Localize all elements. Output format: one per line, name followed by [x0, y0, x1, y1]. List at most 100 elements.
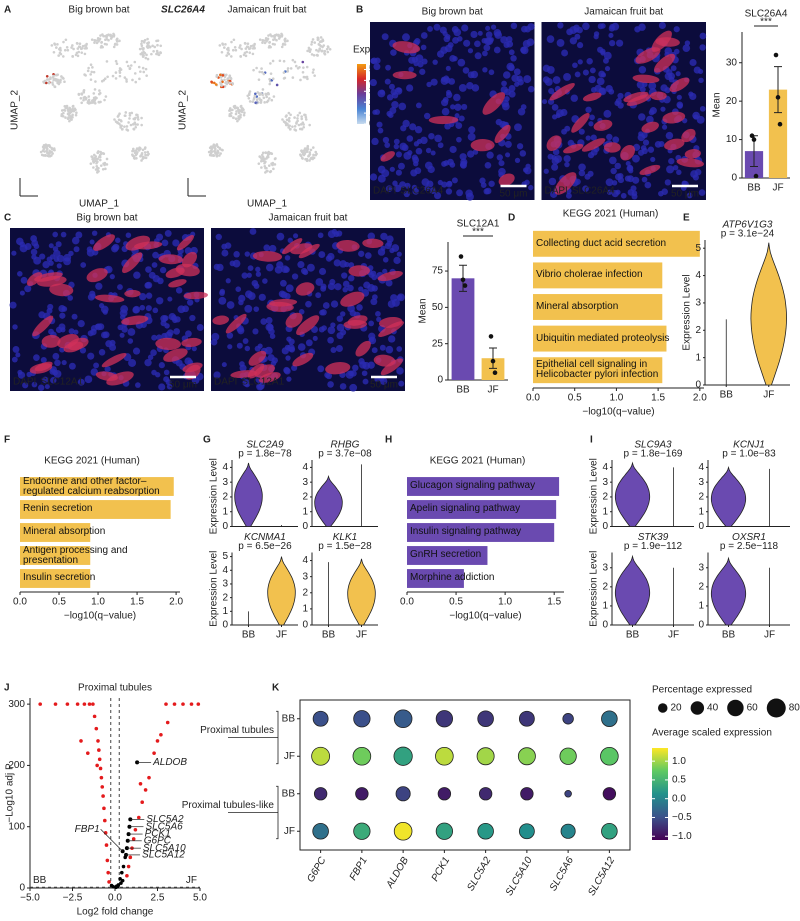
nucleus [638, 65, 647, 74]
stained-cell [348, 265, 370, 277]
nucleus [666, 165, 675, 174]
gene-title: KCNJ1 [733, 440, 765, 451]
scale-label: 50 μm [500, 189, 528, 200]
nucleus [557, 22, 564, 29]
point-ns [120, 878, 125, 883]
point-sig [137, 815, 141, 820]
nucleus [317, 365, 325, 373]
y-tick-label: 200 [8, 760, 25, 771]
umap-cell [89, 162, 93, 165]
umap-cell [304, 157, 307, 161]
nucleus [390, 49, 397, 56]
nucleus [215, 233, 222, 241]
umap-cell [92, 92, 96, 95]
nucleus [604, 66, 611, 72]
nucleus [609, 156, 617, 165]
umap-cell [308, 123, 311, 127]
nucleus [242, 338, 249, 344]
umap-cell [117, 114, 120, 117]
umap-cell [132, 149, 135, 153]
nucleus [505, 36, 513, 43]
umap-cell [77, 92, 81, 96]
dot [312, 822, 329, 840]
nucleus [236, 342, 243, 349]
size-key-label: 40 [707, 703, 719, 714]
nucleus [384, 242, 392, 250]
marker-label: SLC26A4 [572, 186, 615, 197]
umap-cell [296, 67, 300, 70]
umap-cell [99, 164, 103, 167]
umap-cell [131, 123, 135, 126]
violin [710, 466, 747, 527]
point-sig [95, 763, 99, 768]
nucleus [221, 249, 229, 257]
dot [560, 823, 576, 839]
umap-cell [247, 96, 251, 100]
bar [20, 546, 91, 565]
nucleus [59, 346, 65, 353]
umap-cell [140, 42, 143, 46]
nucleus [611, 180, 618, 186]
nucleus [632, 154, 640, 163]
umap-cell [296, 117, 299, 120]
umap-cell [84, 98, 88, 101]
nucleus [112, 243, 120, 251]
nucleus [585, 106, 592, 113]
nucleus [161, 239, 169, 247]
nucleus [467, 48, 474, 54]
y-tick-label: 1 [222, 506, 228, 517]
nucleus [484, 161, 492, 169]
nucleus [578, 128, 585, 135]
dot [477, 710, 494, 728]
umap-cell [93, 101, 97, 105]
umap-cell [75, 111, 78, 115]
nucleus [500, 36, 508, 44]
nucleus [367, 361, 375, 369]
nucleus [467, 132, 476, 141]
stained-cell [29, 363, 53, 374]
nucleus [244, 381, 251, 388]
umap-cell [93, 41, 96, 44]
point-sig [65, 702, 70, 706]
point-ns [120, 870, 124, 875]
nucleus [387, 300, 396, 308]
umap-cell [262, 72, 266, 76]
y-axis-label: Expression Level [589, 458, 600, 534]
nucleus [11, 250, 17, 256]
umap-cell [98, 91, 102, 95]
umap-cell [151, 44, 154, 48]
nucleus [144, 358, 152, 367]
nucleus [517, 78, 524, 86]
nucleus [458, 115, 465, 122]
nucleus [542, 99, 548, 105]
nucleus [548, 177, 557, 186]
nucleus [52, 352, 60, 360]
nucleus [61, 359, 67, 366]
umap-cell [302, 125, 306, 129]
bar-label-box: Glucagon signaling pathway [410, 481, 535, 491]
dot [353, 822, 371, 840]
nucleus [413, 141, 420, 147]
nucleus [60, 327, 66, 333]
nucleus [48, 243, 54, 249]
umap-cell [88, 101, 92, 104]
nucleus [566, 28, 573, 36]
nucleus [284, 255, 291, 261]
umap-cell [310, 40, 314, 44]
umap-cell [74, 53, 78, 57]
umap-cell [53, 148, 56, 152]
nucleus [486, 151, 494, 159]
y-tick-label: 1 [698, 601, 704, 612]
nucleus [247, 292, 256, 301]
nucleus [145, 305, 152, 312]
nucleus [414, 126, 423, 134]
umap-cell [127, 121, 130, 124]
umap-cell [233, 105, 237, 108]
bar-label-box: Antigen processing and presentation [23, 546, 128, 565]
nucleus [471, 84, 480, 92]
nucleus [420, 136, 428, 145]
umap-cell [45, 74, 49, 78]
nucleus [104, 365, 111, 373]
stained-cell [124, 289, 141, 298]
